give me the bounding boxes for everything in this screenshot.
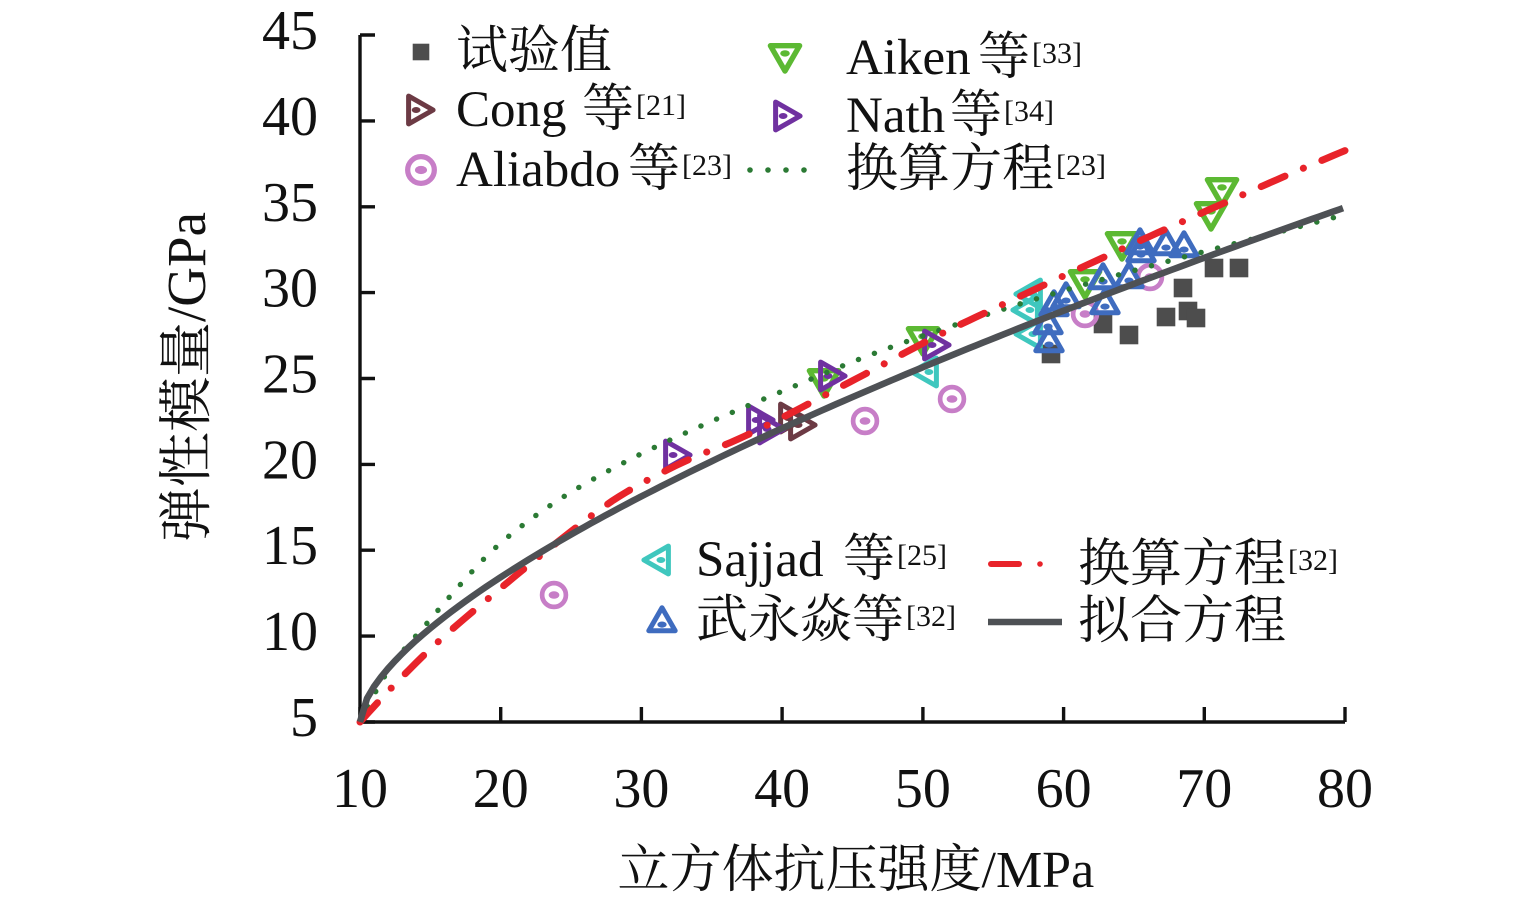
svg-text:[25]: [25] xyxy=(897,539,947,572)
svg-text:[33]: [33] xyxy=(1032,37,1082,70)
svg-text:60: 60 xyxy=(1036,758,1092,820)
svg-text:/GPa: /GPa xyxy=(156,212,217,322)
svg-text:80: 80 xyxy=(1317,758,1373,820)
svg-text:20: 20 xyxy=(473,758,529,820)
svg-text:[32]: [32] xyxy=(1288,544,1338,577)
svg-text:Sajjad: Sajjad xyxy=(696,532,823,588)
svg-text:30: 30 xyxy=(262,258,318,320)
svg-text:5: 5 xyxy=(290,687,318,749)
svg-text:Aiken: Aiken xyxy=(846,30,971,86)
svg-text:30: 30 xyxy=(613,758,669,820)
svg-text:20: 20 xyxy=(262,429,318,491)
svg-text:10: 10 xyxy=(262,601,318,663)
svg-text:[23]: [23] xyxy=(682,149,732,182)
svg-text:/MPa: /MPa xyxy=(982,842,1095,899)
svg-text:15: 15 xyxy=(262,515,318,577)
svg-text:35: 35 xyxy=(262,172,318,234)
svg-text:Cong: Cong xyxy=(456,82,567,138)
svg-text:Nath: Nath xyxy=(846,88,945,144)
svg-text:70: 70 xyxy=(1176,758,1232,820)
svg-text:40: 40 xyxy=(262,86,318,148)
svg-text:Aliabdo: Aliabdo xyxy=(456,142,620,198)
svg-text:[21]: [21] xyxy=(636,89,686,122)
svg-text:[32]: [32] xyxy=(906,600,956,633)
svg-text:50: 50 xyxy=(895,758,951,820)
svg-text:10: 10 xyxy=(332,758,388,820)
svg-text:40: 40 xyxy=(754,758,810,820)
svg-text:45: 45 xyxy=(262,0,318,62)
svg-text:[34]: [34] xyxy=(1004,95,1054,128)
svg-text:[23]: [23] xyxy=(1056,149,1106,182)
svg-text:25: 25 xyxy=(262,344,318,406)
